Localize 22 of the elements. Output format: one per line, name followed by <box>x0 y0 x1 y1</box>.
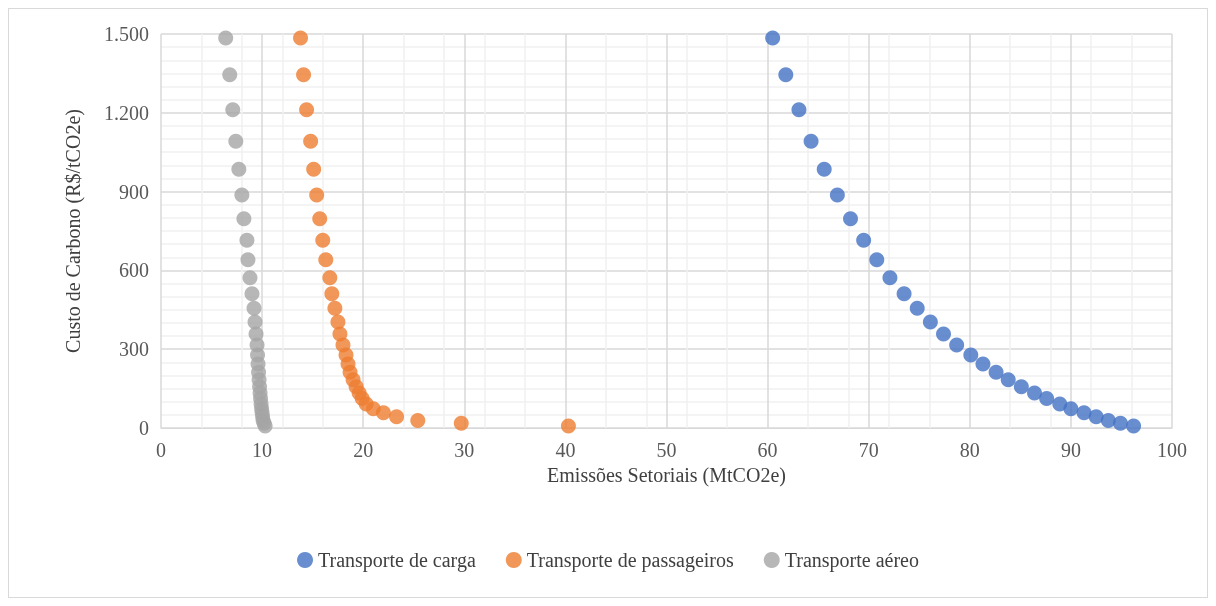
y-tick-label: 0 <box>139 417 149 439</box>
y-tick-label: 300 <box>119 338 149 361</box>
y-axis-title: Custo de Carbono (R$/tCO2e) <box>62 109 85 353</box>
y-tick-label: 1.200 <box>104 101 149 124</box>
x-tick-label: 70 <box>858 439 879 461</box>
x-tick-label: 0 <box>156 439 166 461</box>
x-tick-label: 60 <box>757 439 778 461</box>
legend-label: Transporte de carga <box>318 549 476 572</box>
y-tick-label: 900 <box>119 180 149 203</box>
x-tick-label: 50 <box>656 439 677 461</box>
legend-label: Transporte aéreo <box>784 549 919 572</box>
x-tick-label: 10 <box>252 439 273 461</box>
x-tick-label: 80 <box>959 439 980 461</box>
legend-label: Transporte de passageiros <box>526 549 734 572</box>
y-tick-label: 600 <box>119 259 149 282</box>
x-tick-label: 40 <box>555 439 576 461</box>
x-tick-label: 100 <box>1157 439 1187 461</box>
x-tick-label: 30 <box>454 439 475 461</box>
x-tick-label: 20 <box>353 439 374 461</box>
x-tick-label: 90 <box>1060 439 1081 461</box>
y-tick-label: 1.500 <box>104 23 149 45</box>
x-axis-title: Emissões Setoriais (MtCO2e) <box>547 463 786 487</box>
